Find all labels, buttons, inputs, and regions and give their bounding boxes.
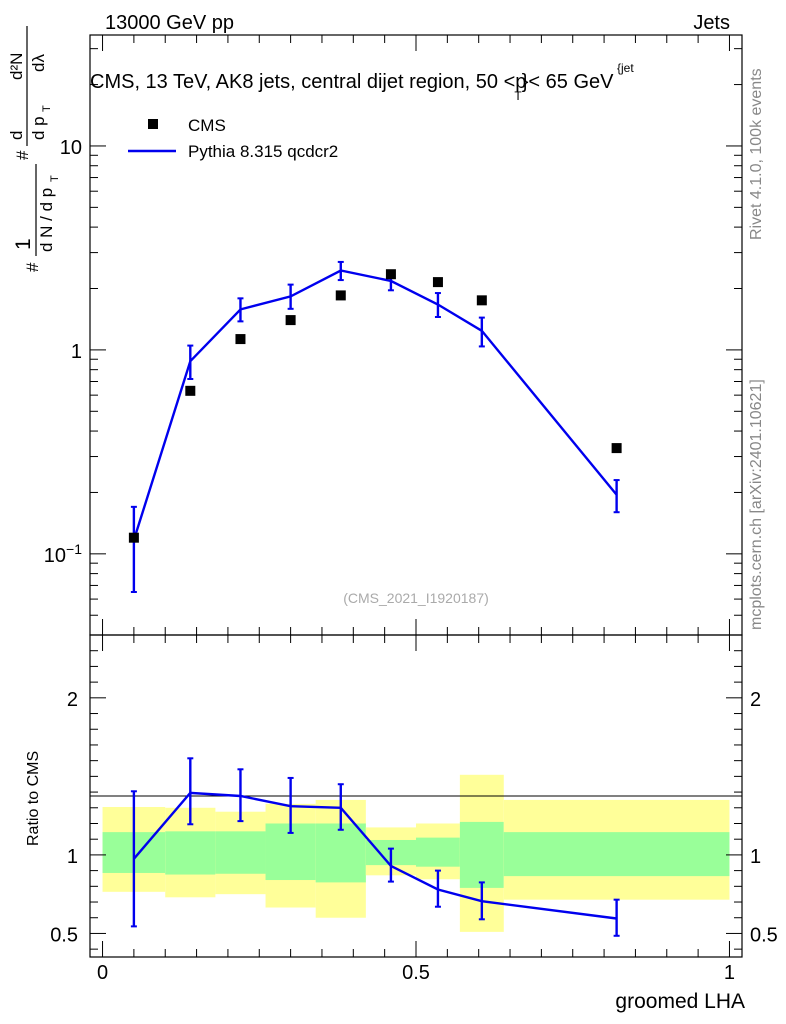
data-point-cms bbox=[335, 290, 346, 301]
ratio-axis-ticks: 0.5 0.5 1 1 2 2 0 0.5 1 bbox=[50, 635, 778, 984]
ratio-ytick-label-right: 1 bbox=[750, 846, 761, 868]
ratio-y-axis-label: Ratio to CMS bbox=[25, 751, 42, 846]
legend-label-pythia: Pythia 8.315 qcdcr2 bbox=[188, 142, 338, 161]
ratio-ytick-label-left: 1 bbox=[67, 846, 78, 868]
side-label-version: Rivet 4.1.0, 100k events bbox=[748, 68, 765, 240]
ylabel-dlambda: dλ bbox=[29, 54, 48, 72]
legend-marker-cms bbox=[148, 119, 158, 129]
data-point-cms bbox=[611, 443, 622, 454]
ylabel-denom-2-sub: T bbox=[41, 105, 53, 112]
ylabel-hash-2: # bbox=[13, 150, 32, 160]
x-tick-label: 0.5 bbox=[402, 962, 430, 984]
main-y-axis-label: # 1 d N / d p T # d d p T d²N dλ bbox=[7, 26, 61, 272]
main-title-end: }< 65 GeV bbox=[522, 71, 614, 93]
band-inner bbox=[215, 831, 266, 874]
mc-series-ratio bbox=[130, 757, 620, 937]
mc-line-main bbox=[132, 269, 618, 541]
main-title-text: CMS, 13 TeV, AK8 jets, central dijet reg… bbox=[90, 71, 526, 93]
ylabel-denom-1-sub: T bbox=[49, 175, 61, 182]
data-series-main bbox=[128, 269, 622, 543]
data-point-cms bbox=[476, 295, 487, 306]
main-axis-ticks: 10−1 1 10 bbox=[44, 35, 742, 636]
data-point-cms bbox=[185, 385, 196, 396]
main-ytick-label: 10−1 bbox=[44, 541, 82, 567]
ylabel-denom-1: d N / d p bbox=[37, 188, 56, 252]
band-inner bbox=[503, 832, 730, 877]
mc-series-main bbox=[130, 260, 620, 593]
x-tick-label: 0 bbox=[97, 962, 108, 984]
ratio-ytick-label-right: 0.5 bbox=[750, 924, 778, 946]
legend-label-cms: CMS bbox=[188, 116, 226, 135]
x-tick-label: 1 bbox=[724, 962, 735, 984]
main-title: CMS, 13 TeV, AK8 jets, central dijet reg… bbox=[90, 71, 614, 103]
data-point-cms bbox=[432, 277, 443, 288]
main-ytick-label: 10 bbox=[60, 137, 82, 159]
data-point-cms bbox=[285, 315, 296, 326]
ratio-uncertainty-bands bbox=[102, 774, 730, 932]
ylabel-hash-1: # bbox=[23, 262, 42, 272]
band-inner bbox=[315, 823, 366, 883]
header-left: 13000 GeV pp bbox=[105, 12, 234, 34]
data-point-cms bbox=[385, 269, 396, 280]
main-ytick-label: 1 bbox=[71, 341, 82, 363]
analysis-watermark: (CMS_2021_I1920187) bbox=[343, 590, 489, 606]
ylabel-d2n: d²N bbox=[7, 53, 26, 80]
data-point-cms bbox=[235, 334, 246, 345]
side-label-site: mcplots.cern.ch [arXiv:2401.10621] bbox=[748, 379, 765, 630]
ylabel-num-2: d bbox=[7, 131, 26, 140]
ratio-ytick-label-left: 2 bbox=[67, 689, 78, 711]
ratio-ytick-label-left: 0.5 bbox=[50, 924, 78, 946]
ratio-ytick-label-right: 2 bbox=[750, 689, 761, 711]
band-inner bbox=[459, 821, 504, 888]
band-inner bbox=[165, 831, 216, 875]
header-right: Jets bbox=[693, 12, 730, 34]
ylabel-one: 1 bbox=[12, 238, 35, 250]
ylabel-denom-2: d p bbox=[29, 116, 48, 140]
x-axis-label: groomed LHA bbox=[615, 990, 745, 1013]
band-inner bbox=[416, 837, 460, 867]
main-title-sup: {jet bbox=[617, 61, 634, 75]
data-point-cms bbox=[128, 532, 139, 543]
main-title-sub: T bbox=[514, 89, 522, 103]
